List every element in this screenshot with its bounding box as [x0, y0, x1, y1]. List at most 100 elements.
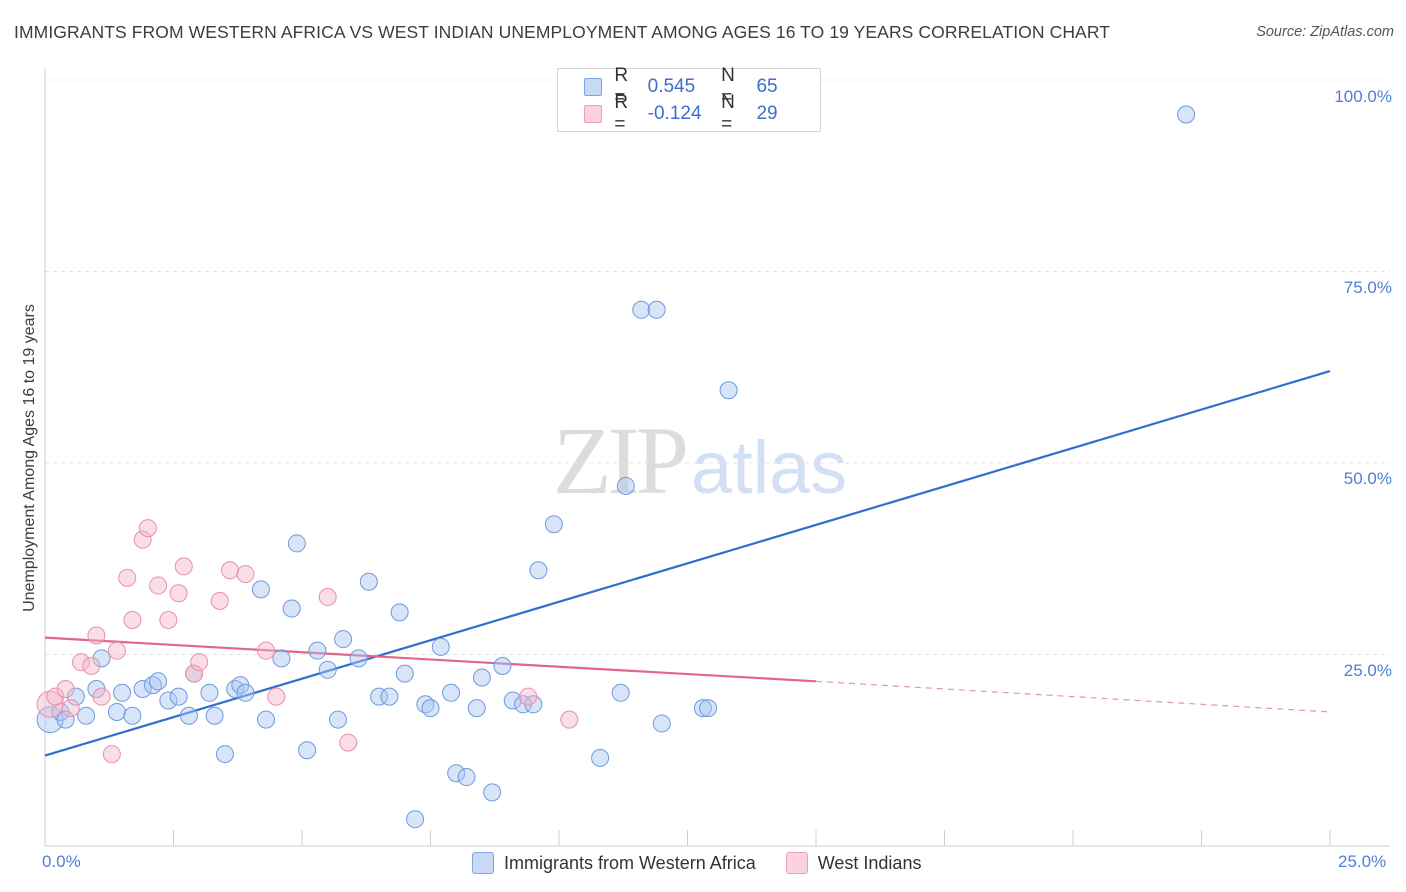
legend-item-west-indians[interactable]: West Indians	[785, 852, 922, 874]
axes	[44, 68, 1390, 847]
legend-row-west-indians: R = -0.124 N = 29	[584, 92, 820, 135]
point-western-africa-48	[483, 783, 502, 802]
point-western-africa-50	[503, 691, 522, 710]
n-value: 65	[756, 76, 778, 97]
point-west-indians-8	[102, 745, 121, 764]
point-western-africa-54	[544, 515, 563, 534]
legend-swatch-pink	[584, 105, 603, 123]
point-western-africa-27	[287, 534, 306, 553]
point-western-africa-62	[699, 699, 718, 718]
point-western-africa-44	[447, 764, 466, 783]
point-west-indians-25	[318, 588, 337, 607]
point-western-africa-26	[282, 599, 301, 618]
series-legend: Immigrants from Western Africa West Indi…	[472, 852, 951, 874]
point-west-indians-14	[149, 576, 168, 595]
n-label: N =	[721, 65, 735, 108]
point-west-indians-5	[82, 656, 101, 675]
point-western-africa-22	[236, 683, 255, 702]
point-west-indians-18	[185, 664, 204, 683]
point-western-africa-13	[159, 691, 178, 710]
point-western-africa-34	[359, 572, 378, 591]
point-western-africa-17	[200, 683, 219, 702]
r-value: -0.124	[647, 103, 702, 124]
point-west-indians-9	[107, 641, 126, 660]
point-western-africa-58	[632, 300, 651, 319]
point-west-indians-26	[339, 733, 358, 752]
legend-label: West Indians	[817, 852, 922, 873]
point-western-africa-28	[298, 741, 317, 760]
point-western-africa-33	[349, 649, 368, 668]
point-western-africa-63	[719, 381, 738, 400]
legend-label: Immigrants from Western Africa	[504, 852, 756, 873]
point-west-indians-1	[46, 687, 65, 706]
point-western-africa-14	[169, 687, 188, 706]
point-west-indians-12	[133, 530, 152, 549]
point-western-africa-57	[616, 476, 635, 495]
point-western-africa-56	[611, 683, 630, 702]
x-tick-25: 25.0%	[1338, 852, 1387, 871]
point-western-africa-45	[457, 768, 476, 787]
point-west-indians-27	[519, 687, 538, 706]
point-west-indians-20	[210, 591, 229, 610]
point-western-africa-25	[272, 649, 291, 668]
trend-line-western-africa	[44, 370, 1331, 757]
r-value: 0.545	[647, 76, 696, 97]
point-west-indians-23	[257, 641, 276, 660]
chart-title: IMMIGRANTS FROM WESTERN AFRICA VS WEST I…	[14, 22, 1111, 42]
point-western-africa-2	[56, 710, 75, 729]
point-western-africa-9	[123, 706, 142, 725]
y-tick-100: 100.0%	[1334, 87, 1392, 106]
point-west-indians-7	[92, 687, 111, 706]
point-western-africa-18	[205, 706, 224, 725]
point-western-africa-24	[257, 710, 276, 729]
point-western-africa-19	[215, 745, 234, 764]
point-west-indians-2	[56, 679, 75, 698]
legend-swatch-blue	[472, 852, 494, 874]
y-tick-75: 75.0%	[1343, 278, 1392, 297]
correlation-legend: R = 0.545 N = 65 R = -0.124 N = 29	[557, 65, 821, 135]
y-tick-50: 50.0%	[1343, 469, 1392, 488]
point-western-africa-10	[133, 679, 152, 698]
point-western-africa-42	[431, 637, 450, 656]
point-western-africa-60	[652, 714, 671, 733]
point-western-africa-39	[406, 810, 425, 829]
point-western-africa-64	[1177, 105, 1196, 124]
legend-swatch-blue	[584, 78, 603, 96]
point-western-africa-37	[390, 603, 409, 622]
point-western-africa-15	[179, 706, 198, 725]
point-west-indians-13	[138, 519, 157, 538]
point-western-africa-31	[328, 710, 347, 729]
x-tick-0: 0.0%	[42, 852, 81, 871]
point-western-africa-4	[77, 706, 96, 725]
point-west-indians-24	[267, 687, 286, 706]
n-value: 29	[756, 103, 778, 124]
point-western-africa-36	[380, 687, 399, 706]
data-points	[36, 105, 1196, 829]
point-western-africa-49	[493, 656, 512, 675]
point-west-indians-4	[71, 653, 90, 672]
y-tick-25: 25.0%	[1343, 661, 1392, 680]
point-western-africa-6	[92, 649, 111, 668]
point-western-africa-59	[647, 300, 666, 319]
point-western-africa-38	[395, 664, 414, 683]
legend-swatch-pink	[785, 852, 808, 874]
point-western-africa-35	[370, 687, 389, 706]
point-west-indians-15	[159, 611, 178, 630]
legend-item-western-africa[interactable]: Immigrants from Western Africa	[472, 852, 756, 874]
point-west-indians-19	[190, 653, 209, 672]
point-western-africa-30	[318, 660, 337, 679]
point-west-indians-11	[123, 611, 142, 630]
point-western-africa-8	[113, 683, 132, 702]
point-west-indians-28	[560, 710, 579, 729]
point-west-indians-17	[174, 557, 193, 576]
trend-line-west-indians-extension	[815, 680, 1331, 713]
point-western-africa-43	[442, 683, 461, 702]
point-west-indians-6	[87, 626, 106, 645]
point-west-indians-3	[61, 699, 80, 718]
r-label: R =	[614, 92, 629, 135]
point-western-africa-32	[334, 630, 353, 649]
point-west-indians-10	[118, 568, 137, 587]
point-western-africa-41	[421, 699, 440, 718]
point-western-africa-3	[66, 687, 85, 706]
